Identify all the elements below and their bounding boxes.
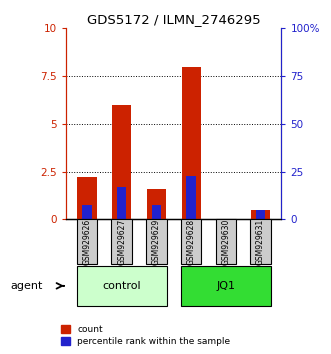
Title: GDS5172 / ILMN_2746295: GDS5172 / ILMN_2746295 <box>87 13 260 26</box>
Legend: count, percentile rank within the sample: count, percentile rank within the sample <box>61 325 230 346</box>
Text: GSM929626: GSM929626 <box>82 218 91 265</box>
Text: GSM929629: GSM929629 <box>152 218 161 265</box>
Bar <box>112 219 132 264</box>
Bar <box>112 105 131 219</box>
Bar <box>77 266 167 306</box>
Text: GSM929628: GSM929628 <box>187 218 196 265</box>
Bar <box>182 67 201 219</box>
Bar <box>152 205 161 219</box>
Bar <box>221 218 231 219</box>
Bar <box>77 219 97 264</box>
Bar <box>146 219 167 264</box>
Bar <box>77 177 97 219</box>
Bar <box>250 219 271 264</box>
Bar <box>181 266 271 306</box>
Bar <box>186 176 196 219</box>
Text: JQ1: JQ1 <box>216 281 235 291</box>
Text: agent: agent <box>11 281 43 291</box>
Text: GSM929627: GSM929627 <box>117 218 126 265</box>
Bar <box>181 219 201 264</box>
Text: GSM929631: GSM929631 <box>256 218 265 265</box>
Bar <box>82 205 92 219</box>
Text: GSM929630: GSM929630 <box>221 218 230 265</box>
Bar <box>256 210 265 219</box>
Bar <box>215 219 236 264</box>
Bar <box>147 189 166 219</box>
Bar <box>117 187 126 219</box>
Text: control: control <box>102 281 141 291</box>
Bar <box>251 210 270 219</box>
